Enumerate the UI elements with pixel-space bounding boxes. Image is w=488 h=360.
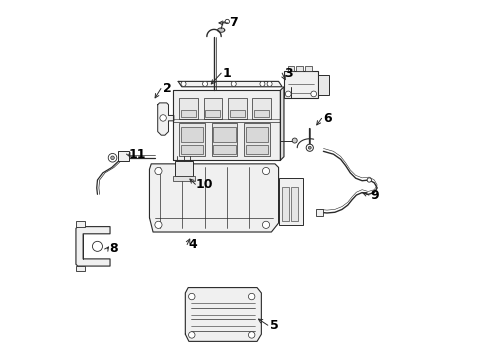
- Circle shape: [285, 91, 290, 97]
- Bar: [172, 176, 195, 181]
- Bar: [118, 151, 129, 161]
- Polygon shape: [172, 90, 280, 160]
- Text: 11: 11: [129, 148, 146, 161]
- Bar: [229, 110, 244, 117]
- Polygon shape: [217, 28, 224, 32]
- Circle shape: [310, 91, 316, 97]
- Polygon shape: [76, 226, 110, 266]
- Bar: [227, 98, 246, 119]
- Circle shape: [224, 19, 229, 24]
- Text: 5: 5: [269, 319, 278, 332]
- Polygon shape: [280, 87, 284, 160]
- Text: 1: 1: [223, 67, 231, 80]
- Circle shape: [92, 241, 102, 251]
- Circle shape: [266, 81, 271, 86]
- Bar: [317, 75, 328, 95]
- Bar: [290, 187, 297, 221]
- Circle shape: [308, 146, 310, 149]
- Circle shape: [231, 81, 236, 86]
- Bar: [245, 127, 267, 141]
- Polygon shape: [149, 164, 278, 232]
- Bar: [287, 66, 293, 71]
- Text: 6: 6: [323, 112, 331, 125]
- Bar: [245, 145, 267, 154]
- Circle shape: [110, 156, 114, 159]
- Circle shape: [155, 167, 162, 175]
- Bar: [179, 98, 198, 119]
- Circle shape: [292, 138, 297, 143]
- Bar: [213, 145, 235, 154]
- Circle shape: [262, 221, 269, 228]
- Bar: [174, 161, 192, 176]
- Circle shape: [262, 167, 269, 175]
- Text: 2: 2: [163, 82, 171, 95]
- Bar: [305, 66, 311, 71]
- Bar: [254, 110, 269, 117]
- Circle shape: [188, 293, 195, 300]
- Text: 3: 3: [284, 67, 292, 80]
- Bar: [76, 221, 85, 226]
- Bar: [205, 110, 220, 117]
- Text: 7: 7: [229, 17, 238, 30]
- Circle shape: [202, 81, 207, 86]
- Bar: [181, 145, 203, 154]
- Circle shape: [260, 81, 264, 86]
- Circle shape: [188, 332, 195, 338]
- Bar: [203, 98, 222, 119]
- Circle shape: [248, 293, 254, 300]
- Bar: [181, 127, 203, 141]
- Bar: [179, 123, 204, 156]
- Bar: [181, 110, 196, 117]
- Circle shape: [108, 153, 117, 162]
- Bar: [244, 123, 269, 156]
- Bar: [316, 210, 323, 216]
- Bar: [252, 98, 270, 119]
- Circle shape: [181, 81, 185, 86]
- Circle shape: [155, 221, 162, 228]
- Bar: [213, 127, 235, 141]
- Bar: [282, 187, 288, 221]
- Circle shape: [160, 115, 166, 121]
- Bar: [76, 266, 85, 271]
- Polygon shape: [178, 81, 282, 87]
- Bar: [211, 123, 237, 156]
- Text: 10: 10: [195, 178, 213, 191]
- Circle shape: [248, 332, 254, 338]
- Bar: [296, 66, 303, 71]
- Circle shape: [366, 178, 371, 182]
- Text: 9: 9: [370, 189, 379, 202]
- Polygon shape: [185, 288, 261, 341]
- Bar: [284, 71, 317, 98]
- Text: 4: 4: [188, 238, 197, 251]
- Circle shape: [305, 144, 313, 151]
- Polygon shape: [158, 103, 174, 135]
- Text: 8: 8: [109, 242, 117, 255]
- Bar: [278, 178, 303, 225]
